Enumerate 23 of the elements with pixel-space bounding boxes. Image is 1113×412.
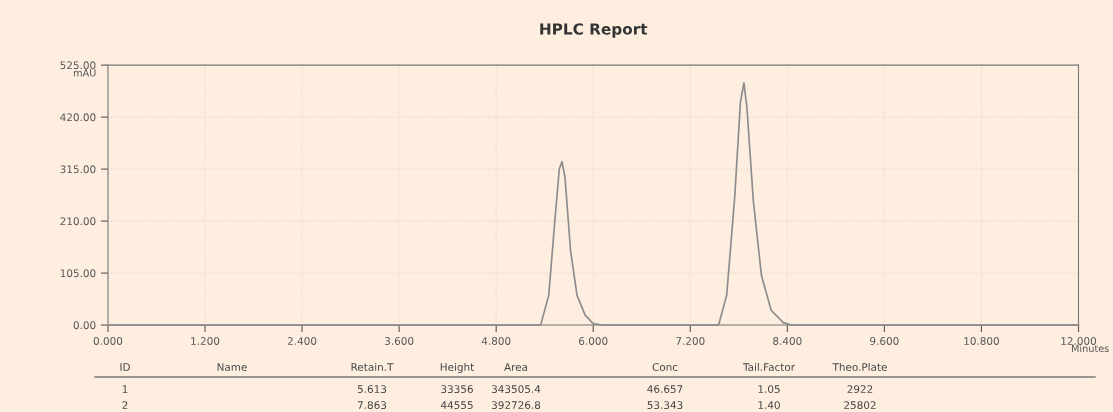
- text: 1 5.613 33356 343505.4 46.657 1.05 2922: [122, 385, 873, 394]
- y-tick-label: 105.00: [60, 269, 96, 278]
- x-tick-label: 10.800: [964, 337, 999, 345]
- text: ID Name Retain.T Height Area Conc Tail.Factor Theo.Plate: [120, 362, 887, 374]
- chart-title: HPLC Report: [540, 23, 648, 38]
- x-tick-label: 2.400: [287, 337, 317, 345]
- x-tick-label: 8.400: [773, 337, 802, 345]
- x-tick-label: 4.800: [481, 337, 511, 345]
- x-tick-label: 7.200: [676, 337, 705, 345]
- y-axis-title: mAU: [73, 69, 96, 77]
- x-tick-label: 3.600: [385, 337, 414, 345]
- x-tick-label: 6.000: [579, 337, 608, 345]
- text: 2 7.863 44555 392726.8 53.343 1.40 25802: [122, 401, 876, 410]
- y-tick-label: 420.00: [60, 113, 96, 122]
- x-tick-label: 0.000: [93, 337, 123, 345]
- x-axis-title: Minutes: [1071, 344, 1109, 353]
- y-tick-label: 315.00: [60, 165, 96, 174]
- x-tick-label: 9.600: [870, 337, 899, 345]
- x-tick-label: 1.200: [191, 337, 220, 345]
- x-tick-label: 12.000: [1061, 337, 1097, 345]
- y-tick-label: 210.00: [60, 217, 96, 226]
- y-tick-label: 0.00: [73, 321, 96, 330]
- y-tick-label: 525.00: [60, 61, 96, 70]
